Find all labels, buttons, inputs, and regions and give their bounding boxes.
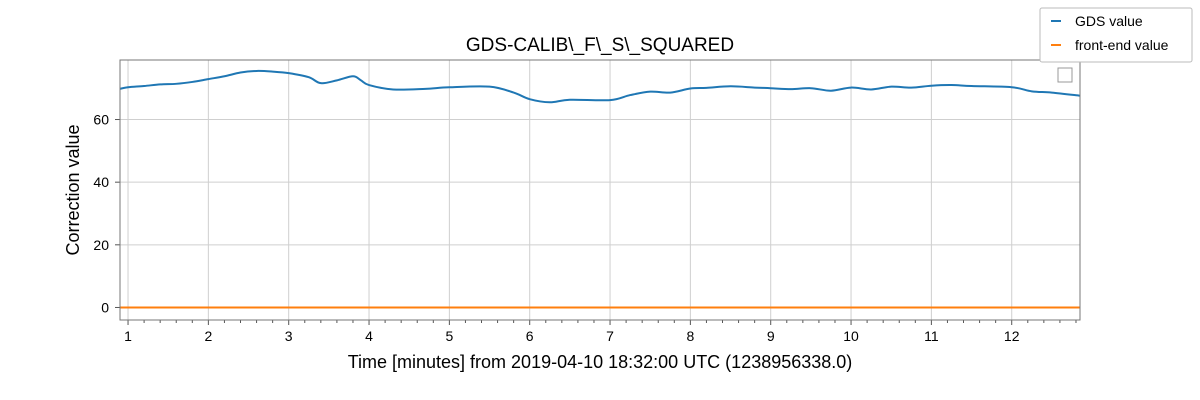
legend-label-gds: GDS value xyxy=(1075,13,1143,29)
y-tick-label: 40 xyxy=(93,174,109,190)
x-axis-label: Time [minutes] from 2019-04-10 18:32:00 … xyxy=(348,352,853,372)
x-tick-label: 9 xyxy=(767,328,775,344)
y-axis-label: Correction value xyxy=(63,124,83,255)
empty-legend-box xyxy=(1057,67,1073,83)
y-tick-label: 60 xyxy=(93,112,109,128)
x-tick-labels: 1 2 3 4 5 6 7 8 9 10 11 12 xyxy=(124,328,1020,344)
x-tick-label: 11 xyxy=(924,328,939,344)
x-tick-label: 12 xyxy=(1004,328,1020,344)
x-tick-label: 2 xyxy=(204,328,212,344)
legend: GDS value front-end value xyxy=(1039,7,1193,63)
x-tick-label: 10 xyxy=(843,328,859,344)
x-tick-label: 5 xyxy=(445,328,453,344)
x-tick-label: 6 xyxy=(526,328,534,344)
plot-area xyxy=(120,60,1080,320)
chart-title: GDS-CALIB\_F\_S\_SQUARED xyxy=(466,35,734,56)
plot-frame xyxy=(119,59,1081,321)
legend-frame xyxy=(1039,7,1193,63)
x-tick-label: 8 xyxy=(686,328,694,344)
x-tick-label: 7 xyxy=(606,328,614,344)
y-tick-label: 20 xyxy=(93,237,109,253)
x-tick-label: 3 xyxy=(285,328,293,344)
y-tick-labels: 0 20 40 60 xyxy=(93,112,109,316)
legend-label-front-end: front-end value xyxy=(1075,37,1169,53)
y-tick-label: 0 xyxy=(101,299,109,315)
x-tick-label: 1 xyxy=(124,328,132,344)
series-layer xyxy=(119,69,1081,309)
x-tick-label: 4 xyxy=(365,328,373,344)
series-line-gds-value xyxy=(119,69,1081,104)
